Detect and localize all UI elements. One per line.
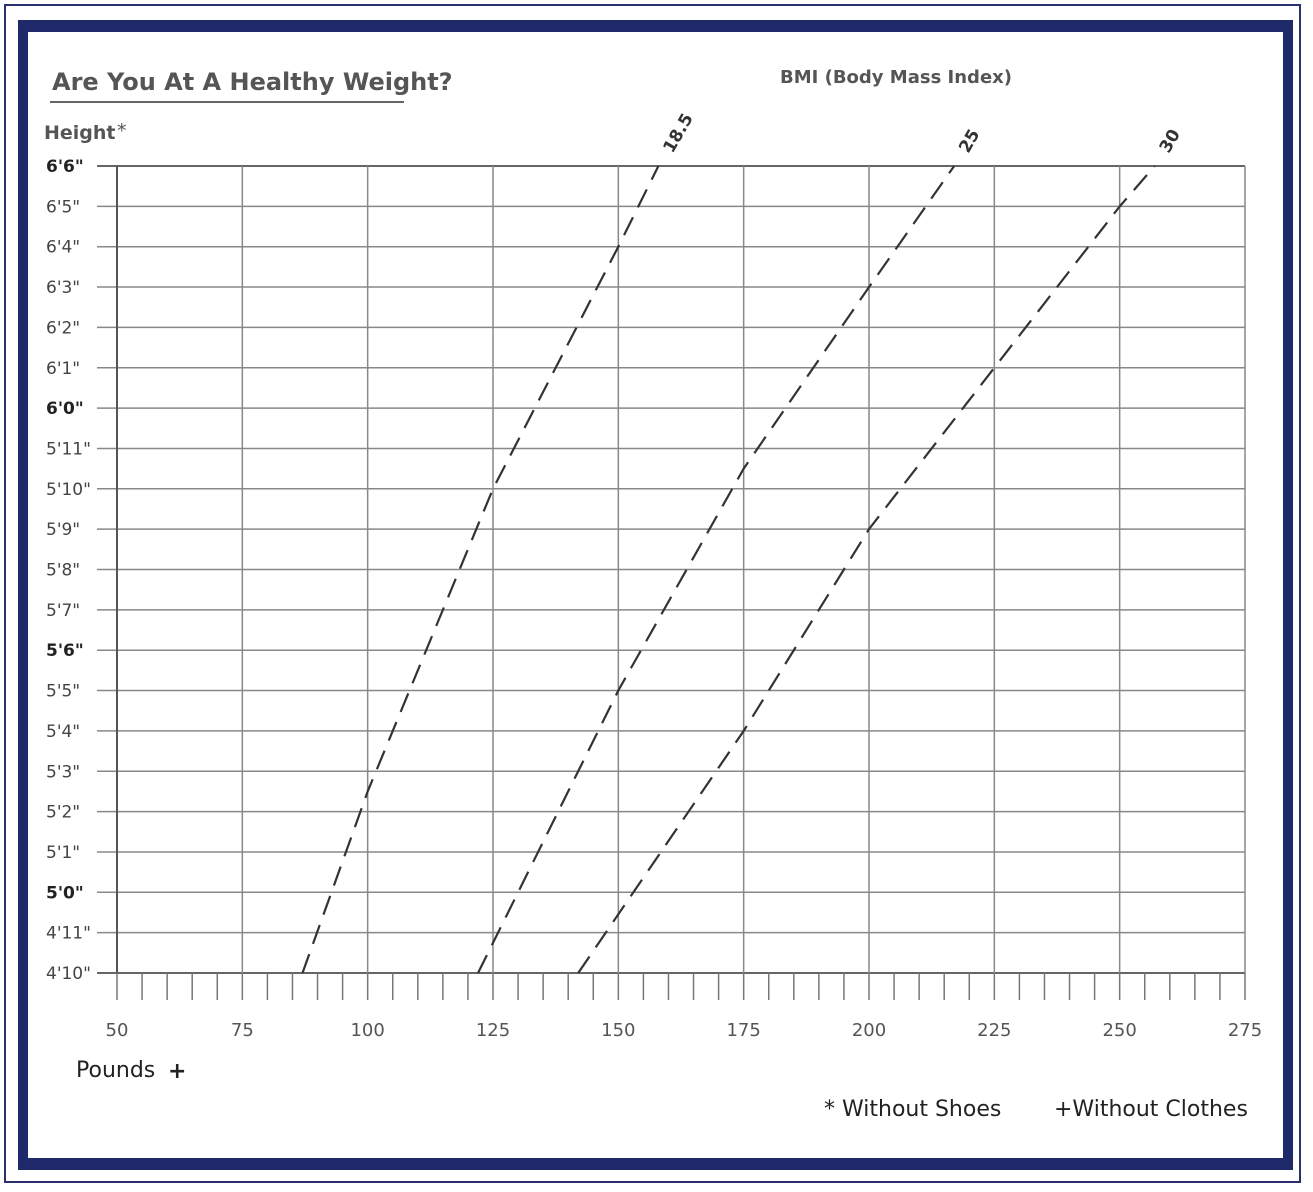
chart-frame [18,20,1293,1170]
y-axis-label-marker: * [117,120,127,142]
y-tick-label: 5'8" [46,561,80,581]
y-tick-label: 5'11" [46,439,91,459]
x-ticks: 50 75 100 125 150 175 200 225 250 275 [106,973,1262,1041]
bmi-curve-label: 25 [955,126,984,157]
y-tick-label: 5'10" [46,480,91,500]
outer-frame [4,4,1301,1183]
x-tick-label: 75 [231,1020,254,1041]
chart-title: Are You At A Healthy Weight? [52,68,453,96]
y-tick-label: 5'7" [46,601,80,621]
y-tick-label: 6'2" [46,318,80,338]
x-tick-label: 50 [106,1020,129,1041]
y-tick-label: 5'6" [46,641,84,661]
x-tick-label: 175 [726,1020,760,1041]
y-tick-label: 5'1" [46,843,80,863]
x-tick-label: 200 [852,1020,886,1041]
footnote-without-clothes: +Without Clothes [1054,1097,1248,1122]
x-axis-label: Pounds [76,1058,155,1083]
y-tick-label: 5'2" [46,803,80,823]
x-tick-label: 125 [476,1020,510,1041]
bmi-curve-label: 30 [1156,126,1185,157]
y-tick-label: 4'11" [46,924,91,944]
y-tick-label: 4'10" [46,964,91,984]
y-tick-label: 6'4" [46,238,80,258]
y-axis-label: Height [44,122,116,144]
y-tick-label: 6'5" [46,197,80,217]
bmi-curve-label: 18.5 [659,110,697,156]
y-tick-label: 5'4" [46,722,80,742]
y-tick-label: 6'6" [46,157,84,177]
y-tick-label: 5'3" [46,762,80,782]
y-tick-label: 5'5" [46,682,80,702]
footnote-without-shoes: * Without Shoes [824,1097,1001,1122]
y-tick-label: 6'1" [46,359,80,379]
x-tick-label: 250 [1102,1020,1136,1041]
x-tick-label: 150 [601,1020,635,1041]
gridlines [97,165,1246,974]
bmi-curve-30 [577,165,1156,974]
y-tick-label: 6'0" [46,399,84,419]
x-tick-label: 225 [977,1020,1011,1041]
y-tick-label: 5'0" [46,883,84,903]
chart-subtitle: BMI (Body Mass Index) [780,67,1012,88]
bmi-curve-18.5 [301,165,660,974]
y-tick-label: 5'9" [46,520,80,540]
x-tick-label: 275 [1228,1020,1262,1041]
x-axis-label-marker: + [168,1059,186,1084]
y-tick-label: 6'3" [46,278,80,298]
y-tick-labels: 6'6" 6'5" 6'4" 6'3" 6'2" 6'1" 6'0" 5'11" 5'10" 5'… [46,157,91,984]
x-tick-label: 100 [350,1020,384,1041]
bmi-curve-25 [477,165,956,974]
